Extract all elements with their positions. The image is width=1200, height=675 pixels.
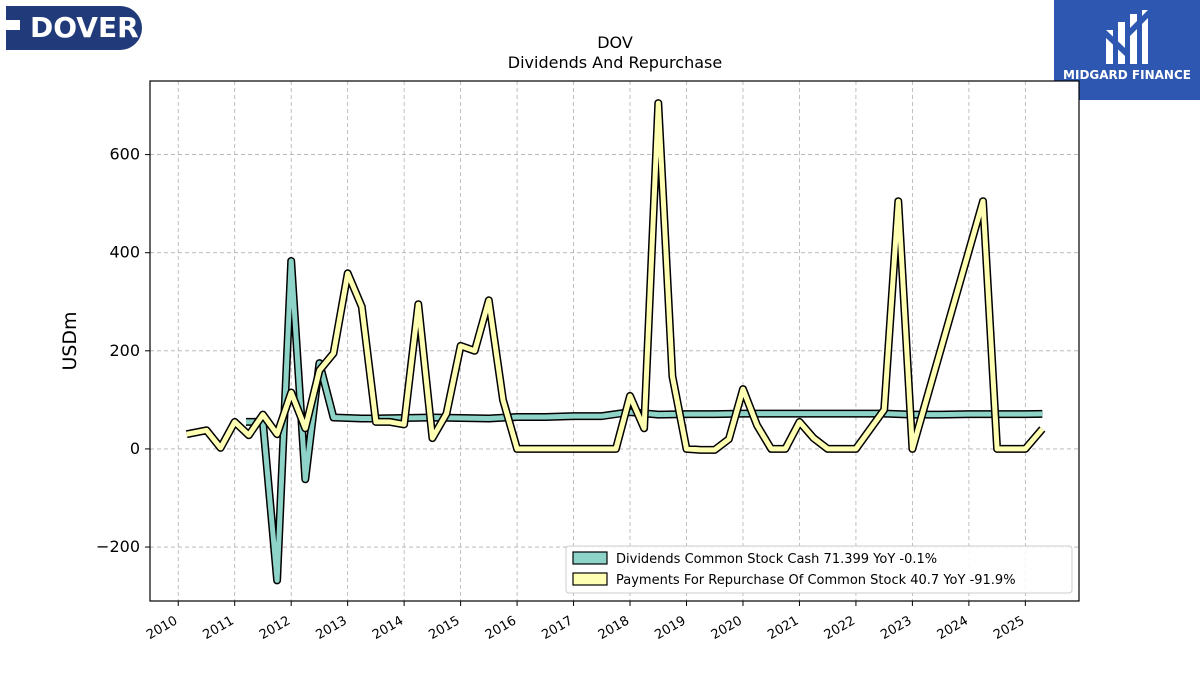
x-tick-label: 2023 — [878, 613, 914, 643]
y-tick-label: 200 — [109, 341, 140, 360]
x-tick-label: 2013 — [313, 613, 349, 643]
x-tick-label: 2015 — [426, 613, 462, 643]
legend-swatch-repurchase — [572, 572, 608, 586]
dover-logo: DOVER — [6, 6, 142, 50]
y-tick-label: 400 — [109, 243, 140, 262]
series-line-dividends-fill — [246, 258, 1043, 583]
x-tick-label: 2024 — [935, 613, 971, 643]
midgard-logo-text: MIDGARD FINANCE — [1063, 68, 1191, 82]
legend-label-repurchase: Payments For Repurchase Of Common Stock … — [616, 573, 1016, 588]
y-tick-label: −200 — [96, 537, 140, 556]
x-tick-label: 2011 — [201, 613, 237, 643]
x-tick-label: 2025 — [991, 613, 1027, 643]
x-tick-label: 2017 — [539, 613, 575, 643]
plot-area — [150, 81, 1079, 601]
x-tick-label: 2021 — [765, 613, 801, 643]
x-axis: 2010 2011 2012 2013 2014 2015 2016 2017 2018 2019… — [144, 601, 1027, 643]
midgard-finance-logo: MIDGARD FINANCE — [1054, 0, 1200, 100]
x-tick-label: 2012 — [257, 613, 293, 643]
y-axis: −200 0 200 400 600 — [96, 145, 150, 556]
series-line-repurchase — [185, 99, 1046, 454]
y-axis-label: USDm — [59, 311, 81, 370]
y-tick-label: 600 — [109, 145, 140, 164]
legend-label-dividends: Dividends Common Stock Cash 71.399 YoY -… — [616, 552, 937, 567]
x-tick-label: 2018 — [596, 613, 632, 643]
y-tick-label: 0 — [130, 439, 140, 458]
x-tick-label: 2020 — [709, 613, 745, 643]
legend-swatch-dividends — [572, 551, 608, 565]
series-line-dividends — [246, 257, 1043, 585]
x-tick-label: 2016 — [483, 613, 519, 643]
midgard-mark-icon — [1106, 10, 1148, 64]
chart-subtitle: Dividends And Repurchase — [508, 53, 722, 72]
x-tick-label: 2010 — [144, 613, 180, 643]
legend-box — [565, 545, 1073, 594]
chart-title: DOV — [597, 33, 633, 52]
dover-logo-text: DOVER — [30, 11, 139, 44]
series-line-repurchase-fill — [186, 100, 1045, 453]
x-tick-label: 2022 — [822, 613, 858, 643]
x-tick-label: 2014 — [370, 613, 406, 643]
legend: Dividends Common Stock Cash 71.399 YoY -… — [565, 545, 1073, 594]
plot-frame — [149, 80, 1080, 602]
x-tick-label: 2019 — [652, 613, 688, 643]
series-layer — [185, 99, 1046, 585]
